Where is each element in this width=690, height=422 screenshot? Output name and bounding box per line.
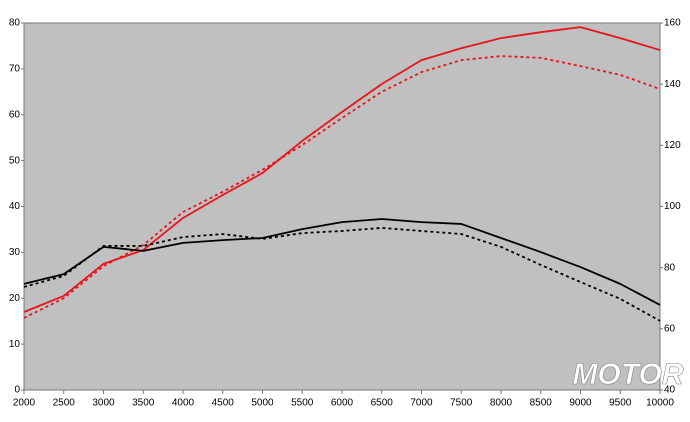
y2-tick-label: 40 <box>664 385 676 396</box>
x-tick-label: 6000 <box>331 398 354 409</box>
x-tick-label: 10000 <box>646 398 674 409</box>
data-line <box>23 227 661 322</box>
x-tick-label: 9000 <box>569 398 592 409</box>
x-tick-label: 3500 <box>132 398 155 409</box>
x-tick-label: 4000 <box>172 398 195 409</box>
data-line <box>23 26 661 313</box>
x-tick-label: 5000 <box>251 398 274 409</box>
y2-tick-label: 160 <box>664 18 681 29</box>
y-tick-label: 0 <box>14 385 20 396</box>
x-tick-label: 4500 <box>212 398 235 409</box>
x-tick-label: 7500 <box>450 398 473 409</box>
y2-tick-label: 120 <box>664 140 681 151</box>
x-tick-label: 2500 <box>53 398 76 409</box>
y-tick-label: 80 <box>9 18 21 29</box>
y2-tick-label: 100 <box>664 201 681 212</box>
y-tick-label: 60 <box>9 109 21 120</box>
y-tick-label: 10 <box>9 339 21 350</box>
y-tick-label: 40 <box>9 201 21 212</box>
logo: MOTOR <box>572 358 683 391</box>
x-tick-label: 2000 <box>13 398 36 409</box>
x-tick-label: 5500 <box>291 398 314 409</box>
y2-tick-label: 80 <box>664 262 676 273</box>
y-tick-label: 50 <box>9 155 21 166</box>
y-tick-label: 20 <box>9 293 21 304</box>
x-tick-label: 8000 <box>490 398 513 409</box>
plot-area <box>23 22 661 391</box>
x-tick-label: 7000 <box>410 398 433 409</box>
x-tick-label: 8500 <box>530 398 553 409</box>
x-tick-label: 9500 <box>609 398 632 409</box>
y2-tick-label: 140 <box>664 79 681 90</box>
x-tick-label: 3000 <box>92 398 115 409</box>
y-tick-label: 30 <box>9 247 21 258</box>
y2-tick-label: 60 <box>664 323 676 334</box>
y-tick-label: 70 <box>9 64 21 75</box>
x-tick-label: 6500 <box>371 398 394 409</box>
data-line <box>23 218 661 306</box>
